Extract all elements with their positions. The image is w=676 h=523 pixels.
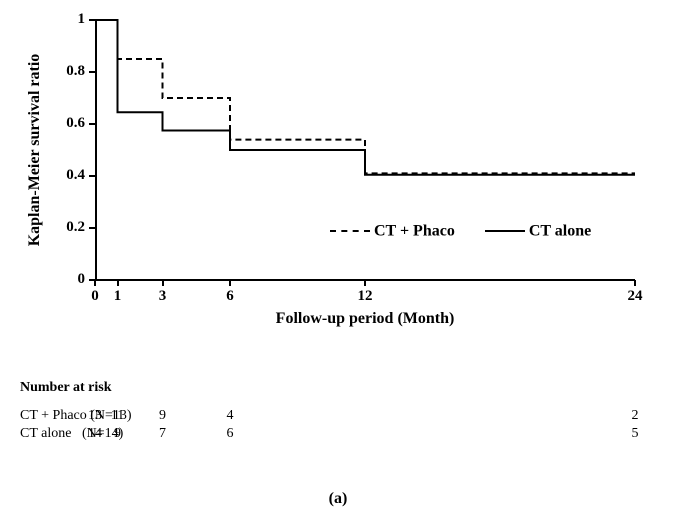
- risk-row-label: CT alone (N=14): [20, 426, 123, 442]
- risk-cell: 9: [159, 408, 166, 424]
- legend-line-ct_alone: [485, 230, 525, 232]
- y-tick-label: 0: [51, 271, 85, 288]
- risk-table-header: Number at risk: [20, 380, 112, 396]
- x-tick-label: 24: [628, 288, 643, 305]
- x-tick: [229, 280, 231, 286]
- x-tick: [162, 280, 164, 286]
- risk-cell: 9: [114, 426, 121, 442]
- x-tick: [634, 280, 636, 286]
- x-tick: [94, 280, 96, 286]
- x-tick-label: 1: [114, 288, 122, 305]
- x-tick-label: 6: [226, 288, 234, 305]
- y-tick-label: 0.2: [51, 219, 85, 236]
- y-tick-label: 0.6: [51, 115, 85, 132]
- x-tick: [117, 280, 119, 286]
- legend-label-ct_phaco: CT + Phaco: [374, 222, 455, 239]
- plot-svg: [95, 20, 635, 280]
- risk-cell: 7: [159, 426, 166, 442]
- legend-item-ct_alone: CT alone: [485, 222, 591, 240]
- page-root: Kaplan-Meier survival ratio 00.20.40.60.…: [0, 0, 676, 523]
- risk-cell: 5: [632, 426, 639, 442]
- risk-cell: 4: [227, 408, 234, 424]
- series-ct_alone: [95, 20, 635, 175]
- x-tick: [364, 280, 366, 286]
- risk-cell: 2: [632, 408, 639, 424]
- subfigure-label: (a): [329, 490, 348, 508]
- x-tick-label: 0: [91, 288, 99, 305]
- x-axis-title: Follow-up period (Month): [276, 310, 455, 328]
- legend-line-ct_phaco: [330, 230, 370, 232]
- km-chart: 00.20.40.60.8101361224: [95, 20, 635, 280]
- risk-cell: 11: [111, 408, 124, 424]
- legend-item-ct_phaco: CT + Phaco: [330, 222, 455, 240]
- risk-cell: 6: [227, 426, 234, 442]
- x-tick-label: 3: [159, 288, 167, 305]
- y-axis-title: Kaplan-Meier survival ratio: [26, 54, 44, 247]
- x-tick-label: 12: [358, 288, 373, 305]
- y-tick-label: 0.4: [51, 167, 85, 184]
- risk-cell: 13: [88, 408, 102, 424]
- y-tick-label: 0.8: [51, 63, 85, 80]
- legend-label-ct_alone: CT alone: [529, 222, 591, 239]
- y-tick-label: 1: [51, 11, 85, 28]
- risk-cell: 14: [88, 426, 102, 442]
- legend: CT + Phaco CT alone: [330, 222, 621, 240]
